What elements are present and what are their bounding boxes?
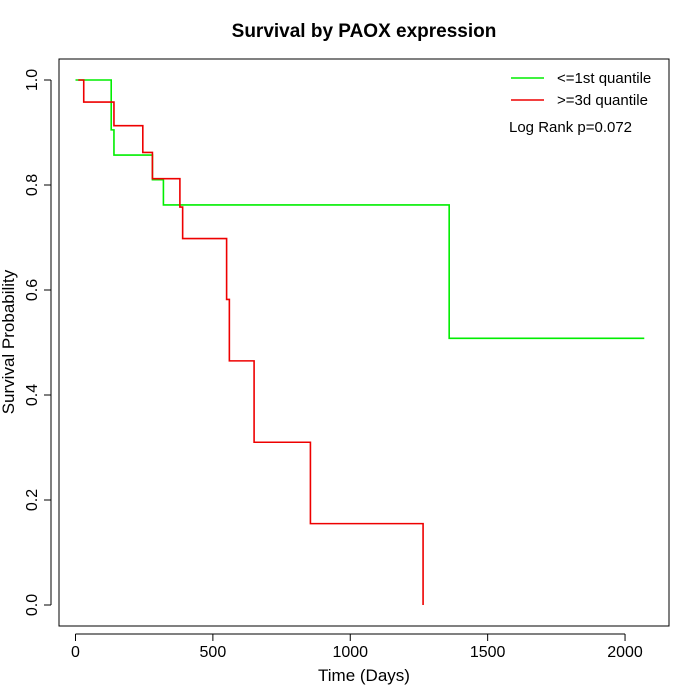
y-tick-label: 0.8 — [24, 174, 41, 196]
x-tick-label: 1000 — [332, 644, 368, 661]
plot-frame — [58, 58, 670, 627]
legend: <=1st quantile >=3d quantile — [511, 70, 651, 109]
legend-label-1: <=1st quantile — [557, 70, 651, 87]
legend-label-2: >=3d quantile — [557, 92, 648, 109]
x-tick-label: 500 — [200, 644, 227, 661]
y-axis: 0.0 0.2 0.4 0.6 0.8 1.0 — [24, 69, 52, 616]
y-tick-label: 0.0 — [24, 594, 41, 616]
series-line-2 — [78, 79, 424, 605]
x-tick-label: 2000 — [607, 644, 643, 661]
y-tick-label: 1.0 — [24, 69, 41, 91]
y-axis-title: Survival Probability — [0, 269, 18, 414]
x-axis: 0 500 1000 1500 2000 — [71, 633, 643, 661]
x-tick-label: 0 — [71, 644, 80, 661]
y-tick-label: 0.2 — [24, 489, 41, 511]
log-rank-annotation: Log Rank p=0.072 — [509, 119, 632, 136]
x-tick-label: 1500 — [470, 644, 506, 661]
y-tick-label: 0.6 — [24, 279, 41, 301]
chart-title: Survival by PAOX expression — [232, 21, 497, 42]
y-tick-label: 0.4 — [24, 384, 41, 406]
x-axis-title: Time (Days) — [318, 666, 410, 685]
series-layer — [75, 79, 645, 605]
